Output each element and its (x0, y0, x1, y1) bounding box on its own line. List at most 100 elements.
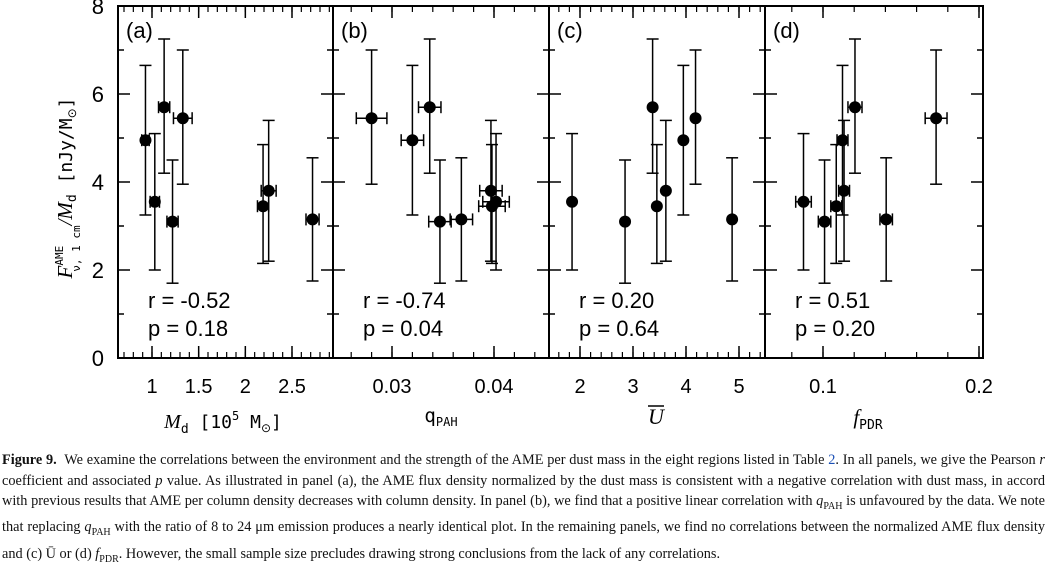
data-point (677, 64, 690, 216)
data-marker (838, 184, 851, 197)
data-marker (484, 184, 497, 197)
data-marker (677, 134, 690, 147)
data-point (650, 143, 663, 265)
y-axis-label: FAME ν, 1 cm/Md [nJy/M⊙] (53, 98, 83, 280)
data-point (305, 157, 320, 282)
pearson-r: r = -0.74 (363, 288, 446, 313)
x-tick-label: 2 (574, 376, 585, 398)
data-point (478, 119, 503, 262)
data-point (619, 159, 632, 284)
data-marker (365, 112, 378, 125)
x-tick-label: 0.04 (475, 376, 514, 398)
data-marker (797, 195, 810, 208)
x-tick-label: 0.2 (965, 376, 993, 398)
data-marker (880, 213, 893, 226)
caption-text-7: . However, the small sample size preclud… (118, 545, 721, 562)
data-marker (659, 184, 672, 197)
table-reference-link[interactable]: 2 (828, 452, 836, 468)
data-marker (166, 215, 179, 228)
panel-d: 0.1 0.2 (d) r = 0.51 p = 0.20 (764, 5, 993, 398)
data-point (847, 38, 863, 174)
panel-b: 0.03 0.04 (b) r = -0.74 p = 0.04 (332, 5, 550, 398)
data-marker (306, 213, 319, 226)
x-axis-label-a: Md [105 M⊙] (163, 409, 282, 437)
p-value: p = 0.04 (363, 316, 443, 341)
data-point (427, 159, 452, 284)
data-point (260, 119, 277, 262)
data-point (482, 132, 511, 271)
data-point (355, 49, 388, 185)
data-marker (726, 213, 739, 226)
caption-label: Figure 9. (2, 452, 57, 468)
data-marker (139, 134, 152, 147)
caption-text-3: coefficient and associated (2, 472, 156, 489)
x-axis-label-b: qPAH (424, 405, 457, 429)
data-marker (830, 200, 843, 213)
data-point (256, 143, 270, 265)
data-point (689, 49, 702, 185)
panel-label: (b) (341, 18, 368, 43)
pearson-r: r = 0.51 (795, 288, 870, 313)
y-tick-label: 0 (92, 346, 104, 371)
data-point (400, 64, 425, 216)
panel-label: (a) (126, 18, 153, 43)
y-tick-label: 6 (92, 82, 104, 107)
caption-text-2: . In all panels, we give the Pearson (835, 452, 1040, 468)
pearson-r: r = 0.20 (579, 288, 654, 313)
data-marker (689, 112, 702, 125)
x-axis-label-d: fPDR (853, 405, 882, 433)
p-value: p = 0.20 (795, 316, 875, 341)
data-point (817, 159, 832, 284)
caption-q2: q (84, 519, 92, 536)
figure-caption: Figure 9. We examine the correlations be… (2, 450, 1045, 570)
x-tick-label: 1 (146, 376, 157, 398)
caption-f-sub: PDR (99, 553, 119, 565)
data-marker (148, 195, 161, 208)
caption-f: f (95, 545, 100, 562)
p-value: p = 0.18 (148, 316, 228, 341)
caption-text-6: with the ratio of 8 to 24 μm emission pr… (2, 519, 1045, 562)
caption-q1-sub: PAH (823, 500, 843, 512)
data-point (139, 64, 152, 216)
data-point (924, 49, 948, 185)
y-tick-label: 2 (92, 258, 104, 283)
data-marker (262, 184, 275, 197)
x-tick-label: 4 (680, 376, 691, 398)
x-tick-label: 5 (733, 376, 744, 398)
data-point (830, 143, 843, 265)
data-point (879, 157, 894, 282)
caption-r: r (1039, 452, 1045, 468)
panel-c: 2 3 4 5 (c) r = 0.20 p = 0.64 (548, 5, 766, 398)
data-marker (619, 215, 632, 228)
data-point (157, 38, 171, 174)
caption-text-5: is unfavoured by the data. We note that … (2, 493, 1045, 536)
data-marker (257, 200, 270, 213)
data-point (726, 157, 739, 282)
caption-p: p (155, 472, 163, 489)
panel-label: (c) (557, 18, 583, 43)
x-axis-label-c: U (648, 404, 666, 429)
pearson-r: r = -0.52 (148, 288, 231, 313)
data-marker (455, 213, 468, 226)
data-marker (158, 101, 171, 114)
data-marker (406, 134, 419, 147)
y-tick-label: 4 (92, 170, 104, 195)
data-marker (176, 112, 189, 125)
data-marker (650, 200, 663, 213)
data-point (566, 132, 579, 271)
data-point (166, 159, 179, 284)
data-marker (433, 215, 446, 228)
data-point (837, 119, 851, 262)
caption-q1: q (816, 493, 824, 509)
caption-q2-sub: PAH (91, 527, 111, 539)
data-point (794, 132, 813, 271)
x-tick-label: 1.5 (185, 376, 213, 398)
data-marker (818, 215, 831, 228)
data-marker (646, 101, 659, 114)
data-point (449, 157, 474, 282)
x-tick-label: 0.1 (809, 376, 837, 398)
caption-text-1: We examine the correlations between the … (64, 452, 829, 468)
data-marker (490, 195, 503, 208)
data-marker (848, 101, 861, 114)
